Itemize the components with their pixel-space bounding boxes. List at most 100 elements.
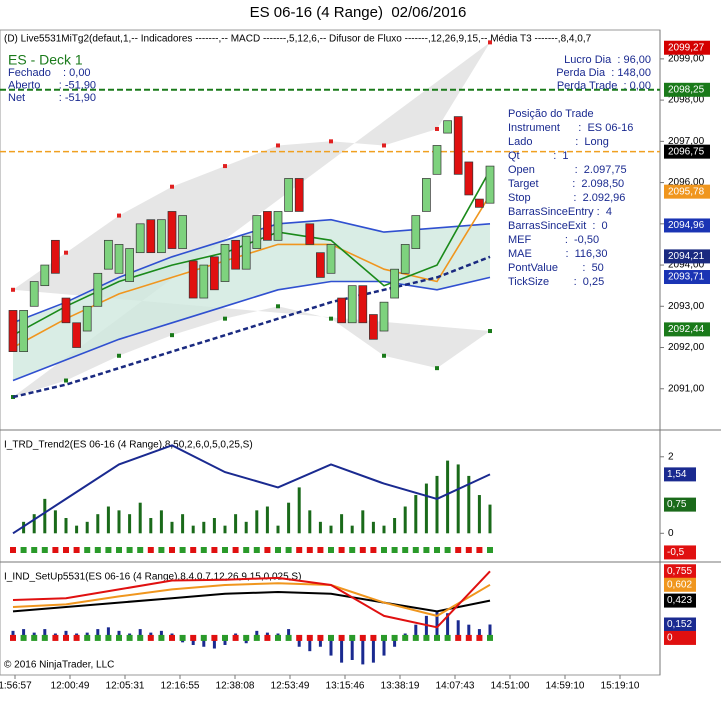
price-marker-label: 2098,25 (668, 84, 705, 95)
candle-body (125, 248, 134, 282)
signal-dot (20, 547, 27, 553)
y-tick-label: 2097,00 (668, 136, 705, 147)
signal-dot (391, 547, 398, 553)
histogram-bar (393, 637, 397, 647)
indicator-dot (11, 395, 15, 400)
histogram-bar (318, 521, 322, 534)
x-tick-label: 13:38:19 (381, 681, 420, 692)
account-info: Perda Dia : 148,00 (556, 67, 651, 79)
account-info: Fechado : 0,00 (8, 67, 91, 79)
candle-body (453, 116, 463, 175)
candle-body (241, 235, 251, 270)
signal-dot (52, 634, 59, 641)
signal-dot (222, 547, 228, 553)
chart-title: ES 06-16 (4 Range) 02/06/2016 (250, 4, 467, 21)
candle-body (40, 264, 50, 287)
signal-dot (63, 634, 69, 641)
histogram-bar (64, 518, 68, 534)
x-tick-label: 12:53:49 (271, 681, 310, 692)
candle-body (19, 310, 28, 352)
price-marker-label: 2096,75 (668, 146, 705, 157)
price-marker-label: 2095,78 (668, 186, 705, 197)
indicator-dot (276, 143, 280, 148)
histogram-bar (350, 637, 354, 660)
histogram-bar (212, 637, 216, 649)
value-marker (664, 593, 696, 608)
signal-dot (349, 547, 356, 553)
candle-body (51, 239, 60, 274)
histogram-bar (159, 510, 163, 534)
position-info: Qt : 1 (508, 150, 569, 162)
signal-dot (94, 634, 101, 641)
x-tick-label: 14:07:43 (436, 681, 475, 692)
signal-dot (328, 634, 334, 641)
candle-body (146, 219, 156, 254)
indicator-dot (382, 353, 386, 358)
value-marker (664, 545, 696, 560)
candle-body (210, 256, 219, 291)
y-tick-label: 0 (668, 528, 674, 539)
x-tick-label: 12:16:55 (161, 681, 200, 692)
signal-dot (487, 634, 493, 641)
value-marker-label: 0,152 (667, 619, 692, 630)
histogram-bar (43, 629, 47, 638)
signal-dot (200, 547, 207, 553)
candle-body (326, 244, 336, 274)
band-fill (13, 219, 490, 381)
signal-dot (211, 634, 218, 641)
indicator-dot (329, 316, 333, 321)
histogram-bar (287, 629, 291, 638)
signal-dot (317, 634, 324, 641)
histogram-bar (456, 464, 460, 534)
price-marker (664, 270, 710, 285)
candle-body (485, 165, 495, 204)
value-marker-label: 0,423 (667, 595, 692, 606)
signal-dot (444, 634, 451, 641)
histogram-bar (11, 630, 15, 638)
candle-body (305, 223, 315, 245)
signal-dot (179, 547, 186, 553)
indicator-dot (488, 329, 492, 334)
histogram-bar (424, 615, 428, 638)
indicator-dot (64, 250, 68, 255)
histogram-bar (265, 506, 269, 534)
histogram-bar (234, 514, 238, 534)
signal-dot (487, 547, 493, 553)
indicator-dot (11, 287, 15, 292)
signal-dot (476, 547, 483, 553)
histogram-bar (308, 637, 312, 652)
histogram-bar (43, 498, 47, 534)
histogram-bar (117, 630, 121, 638)
histogram-bar (382, 637, 386, 656)
candle-body (199, 264, 209, 299)
candle-body (337, 297, 346, 324)
histogram-bar (255, 630, 259, 638)
indicator-dot (64, 378, 68, 383)
histogram-bar (276, 525, 280, 534)
price-marker (664, 40, 710, 55)
signal-dot (10, 547, 16, 553)
signal-dot (465, 547, 472, 553)
signal-dot (147, 547, 154, 553)
signal-dot (10, 634, 16, 641)
signal-dot (306, 634, 313, 641)
price-marker (664, 218, 710, 233)
signal-dot (190, 547, 197, 553)
histogram-bar (456, 620, 460, 638)
signal-dot (116, 634, 122, 641)
candle-body (114, 244, 124, 274)
value-marker-label: -0,5 (667, 547, 685, 558)
candle-body (390, 268, 399, 299)
price-marker-label: 2094,21 (668, 251, 705, 262)
histogram-bar (488, 504, 492, 534)
histogram-bar (22, 629, 26, 638)
histogram-bar (223, 637, 227, 645)
candle-body (178, 215, 187, 249)
signal-dot (455, 547, 462, 553)
histogram-bar (244, 521, 248, 534)
indicator-dot (117, 353, 121, 358)
histogram-bar (414, 495, 418, 534)
candle-body (475, 198, 484, 208)
signal-dot (200, 634, 207, 641)
histogram-bar (297, 487, 301, 534)
